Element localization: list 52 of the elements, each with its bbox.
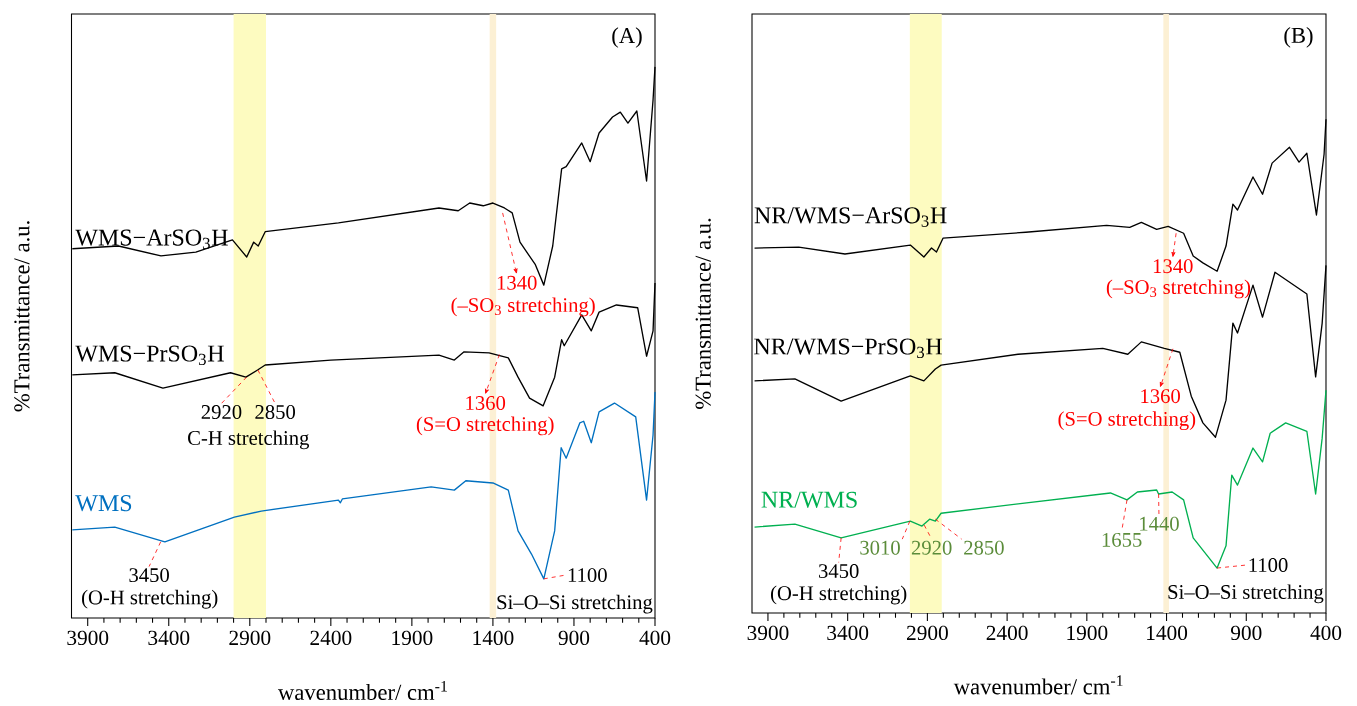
annotation: 1360 [466, 395, 506, 410]
annotation: 1360 [1141, 389, 1180, 404]
series-label: WMS [75, 495, 132, 512]
annotation: 3010 [860, 540, 900, 555]
x-axis-title: wavenumber/ cm$^{-1}$ [277, 680, 447, 700]
annotation: 2920 [911, 540, 952, 555]
chart-title: (A) [612, 27, 642, 48]
annotation: (S=O stretching) [416, 416, 554, 436]
x-tick-label: 400 [1310, 625, 1342, 641]
x-tick-label: 2900 [229, 630, 271, 646]
annotation: Si–O–Si stretching [1168, 584, 1324, 604]
annotation: Si–O–Si stretching [497, 594, 653, 614]
x-tick-label: 3400 [148, 630, 190, 646]
x-tick-label: 900 [1230, 625, 1262, 641]
annotation: 1340 [497, 275, 537, 290]
annotation: 1440 [1140, 516, 1179, 531]
x-tick-label: 400 [639, 630, 671, 646]
y-axis-title: %Transmittance/ a.u. [14, 221, 30, 412]
chart-title: (B) [1284, 27, 1313, 48]
y-axis-title: %Transmittance/ a.u. [695, 218, 711, 409]
x-tick-label: 2400 [986, 625, 1028, 641]
series-label: NR/WMS [761, 491, 857, 508]
x-tick-label: 900 [558, 630, 590, 646]
annotation: 1655 [1102, 532, 1142, 547]
x-tick-label: 1400 [1147, 625, 1188, 641]
x-tick-label: 1900 [392, 630, 433, 646]
series-label: WMS−PrSO$_{3}$H [75, 345, 224, 366]
annotation: 2850 [964, 540, 1004, 555]
annotation: (–SO$_{3}$ stretching) [1106, 279, 1251, 299]
x-tick-label: 3900 [747, 625, 789, 641]
annotation: (O-H stretching) [770, 585, 907, 605]
annotation: 1100 [1249, 558, 1288, 573]
annotation: (S=O stretching) [1058, 411, 1196, 431]
annotation: 3450 [818, 564, 859, 579]
series-label: NR/WMS−PrSO$_{3}$H [754, 338, 942, 358]
series-label: NR/WMS−ArSO$_{3}$H [754, 207, 947, 227]
annotation: 2920 [201, 405, 242, 419]
x-tick-label: 3400 [827, 625, 869, 641]
x-tick-label: 2400 [310, 630, 352, 646]
x-tick-label: 3900 [67, 630, 109, 646]
x-tick-label: 1900 [1067, 625, 1108, 641]
series-label: WMS−ArSO$_{3}$H [75, 229, 228, 250]
x-tick-label: 2900 [906, 625, 948, 641]
x-tick-label: 1400 [473, 630, 514, 646]
x-axis-title: wavenumber/ cm$^{-1}$ [953, 675, 1123, 695]
annotation: C-H stretching [188, 430, 310, 450]
annotation: 2850 [255, 405, 296, 419]
annotation: (O-H stretching) [82, 589, 218, 609]
annotation: 3450 [129, 568, 169, 583]
annotation: (–SO$_{3}$ stretching) [451, 297, 595, 317]
annotation: 1100 [568, 568, 607, 583]
annotation: 1340 [1153, 259, 1193, 274]
